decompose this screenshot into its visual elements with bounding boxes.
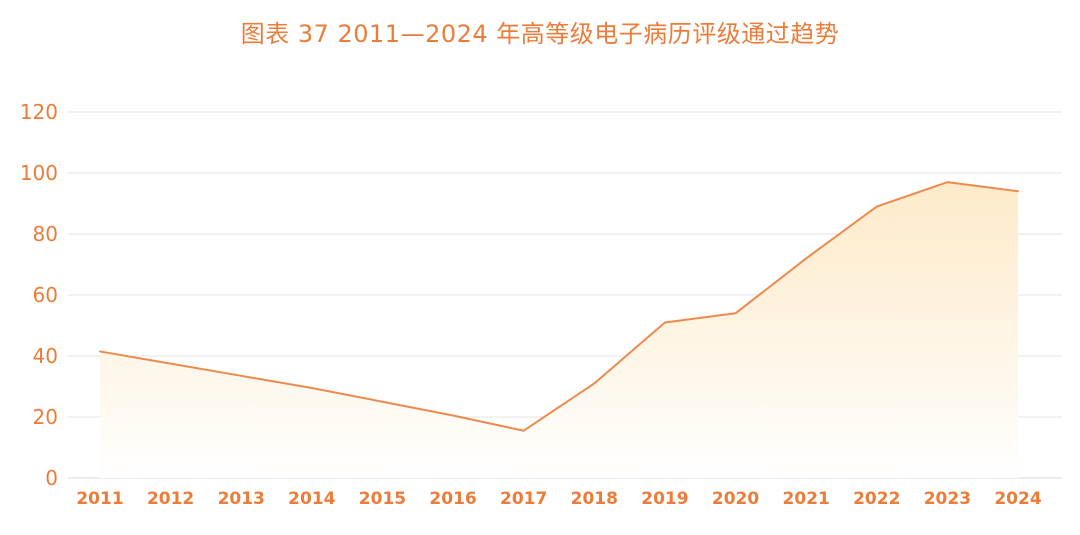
- x-tick-label: 2012: [147, 489, 194, 509]
- y-tick-label: 40: [33, 344, 58, 368]
- x-tick-label: 2018: [571, 489, 618, 509]
- chart-title: 图表 37 2011—2024 年高等级电子病历评级通过趋势: [240, 20, 840, 48]
- x-tick-label: 2014: [288, 489, 335, 509]
- area-fill: [100, 182, 1018, 478]
- area-series: [99, 181, 1019, 478]
- y-axis-ticks: 0 20 40 60 80 100 120: [20, 100, 58, 490]
- x-tick-label: 2024: [994, 489, 1041, 509]
- x-tick-label: 2013: [218, 489, 265, 509]
- x-tick-label: 2020: [712, 489, 759, 509]
- y-tick-label: 100: [20, 161, 58, 185]
- x-tick-label: 2019: [641, 489, 688, 509]
- x-tick-label: 2016: [429, 489, 476, 509]
- x-tick-label: 2023: [924, 489, 971, 509]
- x-axis-ticks: 2011 2012 2013 2014 2015 2016 2017 2018 2019 2020…: [76, 489, 1041, 509]
- x-tick-label: 2015: [359, 489, 406, 509]
- x-tick-label: 2017: [500, 489, 547, 509]
- x-tick-label: 2011: [76, 489, 123, 509]
- y-tick-label: 80: [33, 222, 58, 246]
- y-tick-label: 0: [45, 466, 58, 490]
- y-tick-label: 60: [33, 283, 58, 307]
- x-tick-label: 2021: [782, 489, 829, 509]
- y-tick-label: 120: [20, 100, 58, 124]
- y-tick-label: 20: [33, 405, 58, 429]
- x-tick-label: 2022: [853, 489, 900, 509]
- series-line: [99, 181, 1019, 432]
